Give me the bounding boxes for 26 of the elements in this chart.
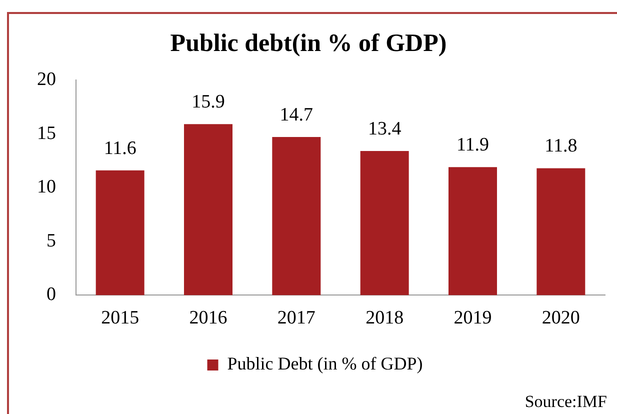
data-label: 13.4 (368, 118, 402, 140)
x-tick-label: 2017 (277, 308, 316, 329)
x-tick-label: 2020 (542, 308, 580, 329)
data-label: 11.8 (544, 136, 578, 157)
chart-title: Public debt(in % of GDP) (169, 30, 448, 58)
bar (448, 167, 497, 296)
y-tick-label: 0 (46, 284, 56, 306)
data-label: 14.7 (280, 104, 314, 126)
y-tick-label: 15 (37, 122, 56, 144)
data-label: 11.9 (456, 134, 490, 156)
y-tick-label: 10 (37, 176, 56, 198)
x-tick-label: 2018 (366, 308, 404, 329)
source-note: Source:IMF (524, 392, 607, 412)
data-label: 15.9 (192, 92, 225, 113)
bar (272, 137, 321, 296)
data-label: 11.6 (104, 138, 136, 159)
bar (184, 124, 232, 296)
bar (536, 168, 586, 296)
bar (96, 170, 144, 296)
legend-label: Public Debt (in % of GDP) (227, 354, 423, 374)
x-tick-label: 2015 (101, 308, 140, 329)
bar (360, 151, 409, 296)
y-tick-label: 20 (37, 68, 56, 90)
y-tick-label: 5 (46, 230, 56, 252)
x-tick-label: 2016 (189, 308, 228, 329)
x-tick-label: 2019 (454, 308, 492, 329)
